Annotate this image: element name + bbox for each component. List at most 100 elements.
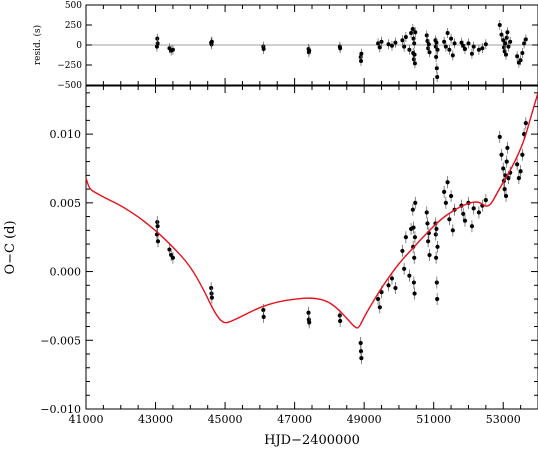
oc-point [306, 310, 311, 315]
oc-point [261, 307, 266, 313]
oc-point [393, 285, 398, 291]
residual-point [424, 33, 429, 38]
residual-point [435, 47, 440, 52]
residual-point [389, 43, 394, 48]
oc-point [424, 210, 429, 215]
residual-point [518, 58, 523, 63]
oc-point [377, 305, 382, 310]
oc-frame [85, 85, 538, 410]
oc-point [516, 175, 521, 181]
x-axis-label: HJD−2400000 [264, 433, 360, 447]
residual-point [483, 42, 488, 47]
residual-point [443, 44, 448, 49]
residual-point [502, 49, 507, 54]
residual-point [413, 30, 418, 35]
residual-point [471, 44, 476, 49]
residual-point [403, 35, 408, 39]
residual-point [412, 52, 417, 57]
oc-point [412, 291, 417, 296]
residual-point [520, 51, 525, 55]
model-curve [85, 92, 538, 329]
oc-point [358, 340, 363, 346]
residual-point [503, 41, 508, 46]
oc-point [471, 206, 476, 211]
residual-point [522, 41, 527, 46]
oc-point [412, 255, 417, 260]
residual-point [359, 51, 364, 56]
oc-point [413, 200, 418, 205]
oc-y-axis-label: O−C (d) [3, 220, 18, 274]
residual-point [523, 37, 528, 42]
oc-point [435, 296, 440, 302]
residuals-y-tick-label: −500 [57, 81, 82, 91]
oc-point [497, 134, 502, 139]
residual-point [338, 46, 343, 51]
oc-point [426, 239, 431, 244]
residual-point [427, 50, 432, 55]
oc-panel: −0.010 −0.005 0.000 0.005 0.010 41000 43000 450… [3, 85, 538, 448]
oc-point [170, 255, 176, 260]
residual-point [209, 39, 214, 44]
oc-y-tick-label: −0.010 [40, 403, 81, 416]
oc-point [445, 180, 450, 185]
oc-point [358, 349, 364, 354]
oc-point [504, 159, 509, 164]
residual-point [409, 31, 414, 35]
x-tick-label: 47000 [277, 413, 312, 426]
residuals-panel: 500 250 0 −250 −500 resid. (s) [32, 1, 538, 91]
oc-point [412, 235, 418, 240]
oc-point [375, 296, 381, 302]
oc-point [462, 218, 468, 223]
residual-point [307, 48, 312, 53]
oc-point [503, 193, 509, 199]
oc-point [506, 175, 511, 181]
residual-point [407, 47, 412, 52]
residual-point [434, 55, 439, 59]
residual-point [504, 52, 509, 57]
x-tick-label: 41000 [69, 413, 104, 426]
residual-point [393, 40, 398, 45]
oc-point [359, 356, 364, 361]
oc-point [402, 266, 407, 271]
x-tick-label: 43000 [138, 413, 173, 426]
oc-point [261, 314, 266, 320]
residual-point [450, 53, 455, 58]
oc-point [483, 197, 488, 203]
residual-point [359, 59, 364, 63]
oc-point [407, 273, 412, 278]
residual-point [466, 41, 471, 46]
residual-point [411, 57, 416, 62]
oc-point [386, 283, 391, 288]
residual-point [508, 39, 513, 44]
residual-point [476, 47, 481, 52]
oc-point [379, 290, 384, 295]
oc-point [461, 211, 466, 216]
residual-point [386, 42, 391, 47]
x-tick-label: 53000 [486, 413, 521, 426]
oc-point [520, 152, 525, 157]
oc-point [443, 200, 448, 205]
residual-point [459, 40, 464, 45]
residuals-y-tick-label: 0 [76, 41, 82, 51]
oc-point [411, 280, 416, 285]
x-tick-label: 51000 [416, 413, 451, 426]
residual-point [462, 47, 467, 51]
oc-y-tick-label: 0.010 [50, 128, 82, 141]
residual-point [435, 75, 440, 79]
oc-point [400, 248, 405, 254]
residual-point [434, 66, 439, 71]
residual-point [506, 44, 511, 49]
residual-point [461, 43, 466, 48]
oc-point [434, 226, 439, 232]
residual-point [261, 47, 266, 51]
residual-point [505, 30, 510, 35]
oc-point [403, 235, 408, 240]
residuals-y-axis-label: resid. (s) [32, 25, 43, 65]
residual-point [497, 23, 502, 27]
oc-point [338, 318, 343, 324]
residual-point [480, 46, 485, 51]
residual-point [445, 31, 450, 35]
oc-point [433, 232, 438, 237]
oc-point [307, 320, 312, 325]
